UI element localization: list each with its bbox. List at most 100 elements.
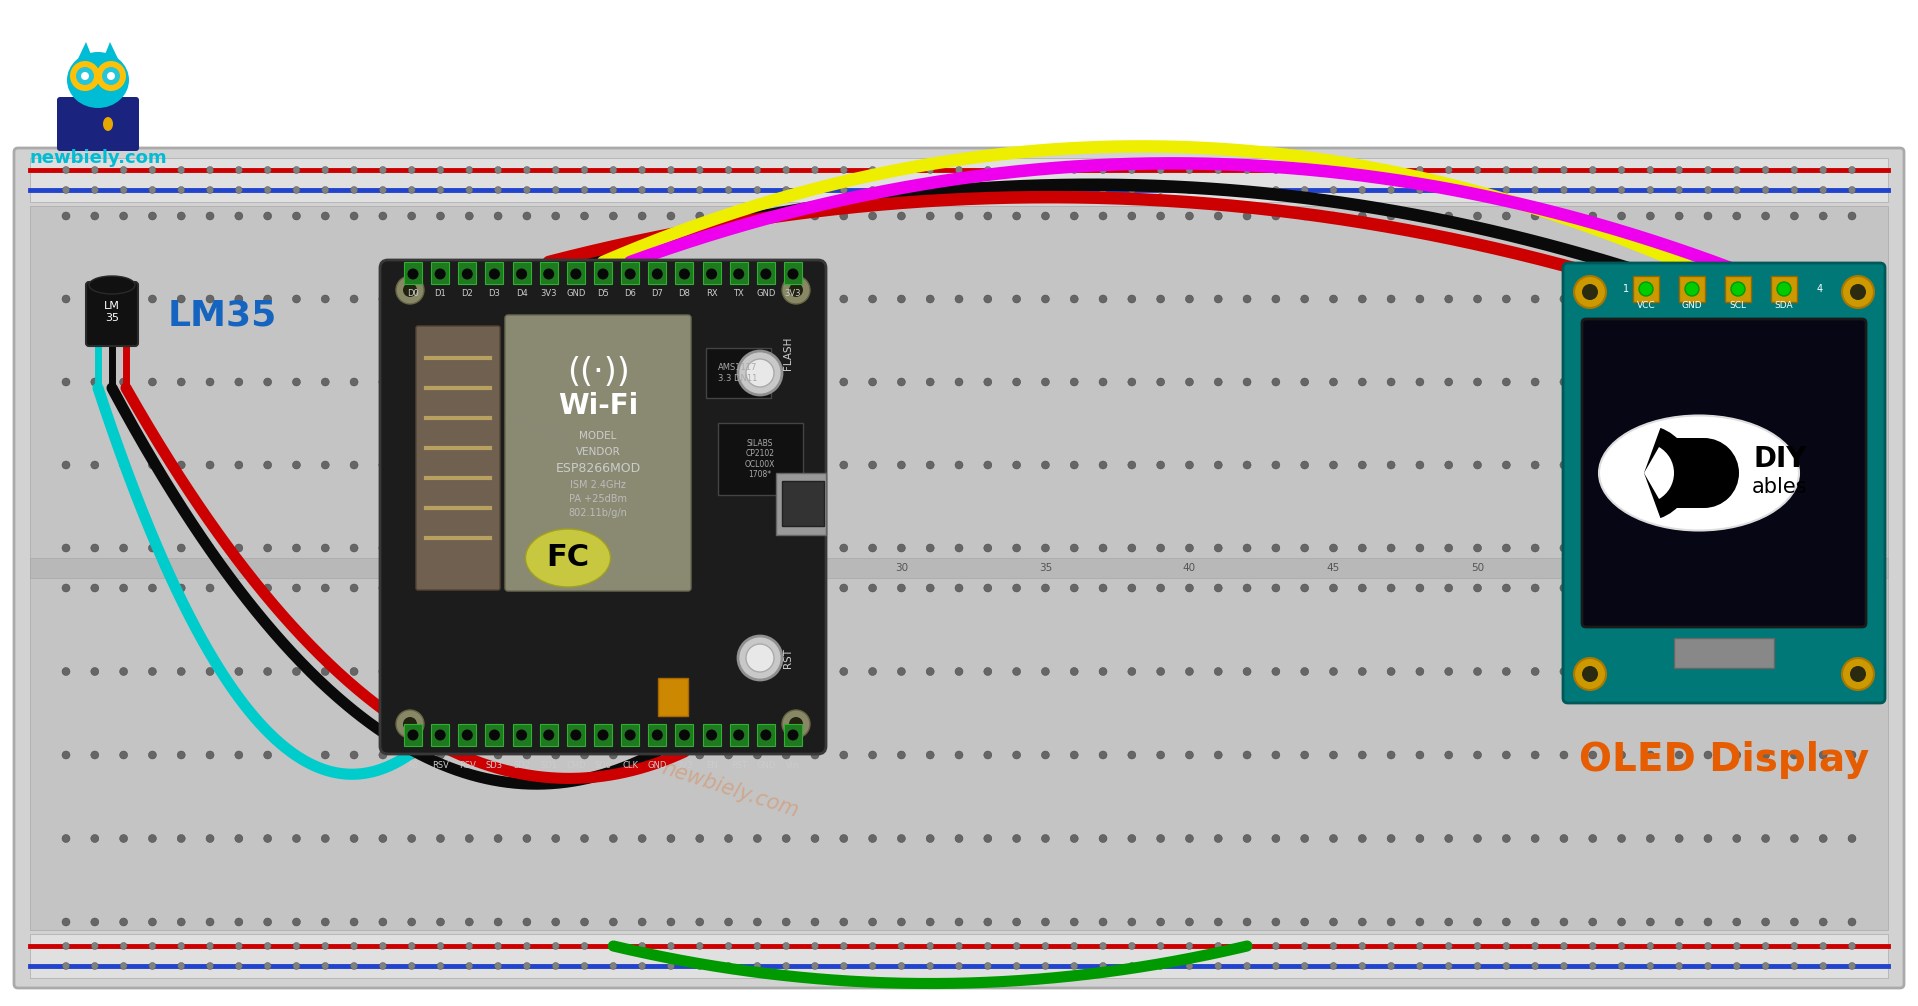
Bar: [729, 724, 748, 746]
Circle shape: [236, 963, 242, 970]
Ellipse shape: [1600, 415, 1799, 530]
Circle shape: [437, 186, 443, 193]
Circle shape: [1732, 584, 1742, 592]
Circle shape: [1841, 658, 1874, 690]
Circle shape: [667, 186, 675, 193]
Circle shape: [1185, 212, 1193, 220]
Circle shape: [1791, 963, 1797, 970]
Circle shape: [1818, 584, 1828, 592]
Circle shape: [840, 943, 848, 950]
Circle shape: [1387, 212, 1394, 220]
Circle shape: [409, 461, 416, 469]
Circle shape: [754, 295, 761, 303]
Circle shape: [1444, 943, 1452, 950]
Circle shape: [1646, 461, 1655, 469]
Circle shape: [1300, 963, 1308, 970]
Circle shape: [516, 729, 527, 740]
Circle shape: [292, 295, 301, 303]
Text: 3V3: 3V3: [677, 762, 692, 771]
Circle shape: [1818, 461, 1828, 469]
Circle shape: [380, 918, 387, 926]
Circle shape: [1849, 751, 1857, 759]
Circle shape: [1387, 584, 1394, 592]
Circle shape: [667, 167, 675, 173]
Circle shape: [1617, 461, 1626, 469]
Circle shape: [984, 544, 992, 552]
Text: D5: D5: [596, 290, 608, 299]
Circle shape: [320, 461, 330, 469]
Circle shape: [696, 378, 704, 386]
Circle shape: [1041, 544, 1049, 552]
Circle shape: [1128, 544, 1135, 552]
Circle shape: [148, 584, 157, 592]
Circle shape: [1013, 943, 1020, 950]
Circle shape: [926, 186, 934, 193]
Circle shape: [869, 751, 877, 759]
Circle shape: [320, 751, 330, 759]
Circle shape: [696, 186, 704, 193]
Circle shape: [610, 167, 618, 173]
Circle shape: [840, 751, 848, 759]
Circle shape: [409, 835, 416, 842]
Circle shape: [409, 186, 414, 193]
Bar: [1724, 276, 1751, 302]
Circle shape: [234, 668, 244, 675]
Circle shape: [1646, 584, 1655, 592]
Circle shape: [581, 918, 589, 926]
Circle shape: [1185, 186, 1193, 193]
Circle shape: [1703, 751, 1713, 759]
Circle shape: [92, 943, 98, 950]
Circle shape: [495, 751, 503, 759]
Circle shape: [1099, 167, 1107, 173]
Circle shape: [148, 378, 157, 386]
Circle shape: [581, 943, 589, 950]
Circle shape: [1444, 378, 1452, 386]
Circle shape: [495, 167, 503, 173]
Circle shape: [639, 186, 646, 193]
Circle shape: [1791, 186, 1797, 193]
Circle shape: [926, 212, 934, 220]
Circle shape: [754, 835, 761, 842]
Circle shape: [61, 918, 69, 926]
Circle shape: [1590, 186, 1596, 193]
Circle shape: [1013, 584, 1020, 592]
Circle shape: [1214, 378, 1222, 386]
Circle shape: [148, 751, 157, 759]
Circle shape: [1329, 963, 1337, 970]
Circle shape: [667, 668, 675, 675]
Circle shape: [524, 461, 531, 469]
Circle shape: [1648, 186, 1653, 193]
Circle shape: [725, 544, 733, 552]
Circle shape: [1243, 295, 1251, 303]
Circle shape: [1849, 186, 1855, 193]
Circle shape: [1849, 544, 1857, 552]
Circle shape: [1732, 282, 1745, 296]
Circle shape: [1099, 212, 1107, 220]
Circle shape: [292, 378, 301, 386]
Circle shape: [61, 378, 69, 386]
Circle shape: [581, 212, 589, 220]
Circle shape: [1013, 668, 1020, 675]
Circle shape: [696, 918, 704, 926]
Circle shape: [437, 918, 445, 926]
Text: D4: D4: [516, 290, 527, 299]
Circle shape: [1444, 167, 1452, 173]
Circle shape: [1531, 668, 1538, 675]
Circle shape: [351, 295, 359, 303]
Circle shape: [679, 729, 690, 740]
Circle shape: [1099, 751, 1107, 759]
Circle shape: [552, 295, 560, 303]
Circle shape: [176, 751, 186, 759]
Circle shape: [725, 751, 733, 759]
Text: 45: 45: [1327, 563, 1341, 573]
Circle shape: [1358, 186, 1366, 193]
Circle shape: [63, 943, 69, 950]
Circle shape: [1532, 943, 1538, 950]
Circle shape: [263, 751, 272, 759]
Circle shape: [1705, 943, 1711, 950]
Circle shape: [1070, 378, 1078, 386]
Circle shape: [639, 212, 646, 220]
Circle shape: [1444, 544, 1452, 552]
Circle shape: [263, 584, 272, 592]
Circle shape: [380, 378, 387, 386]
